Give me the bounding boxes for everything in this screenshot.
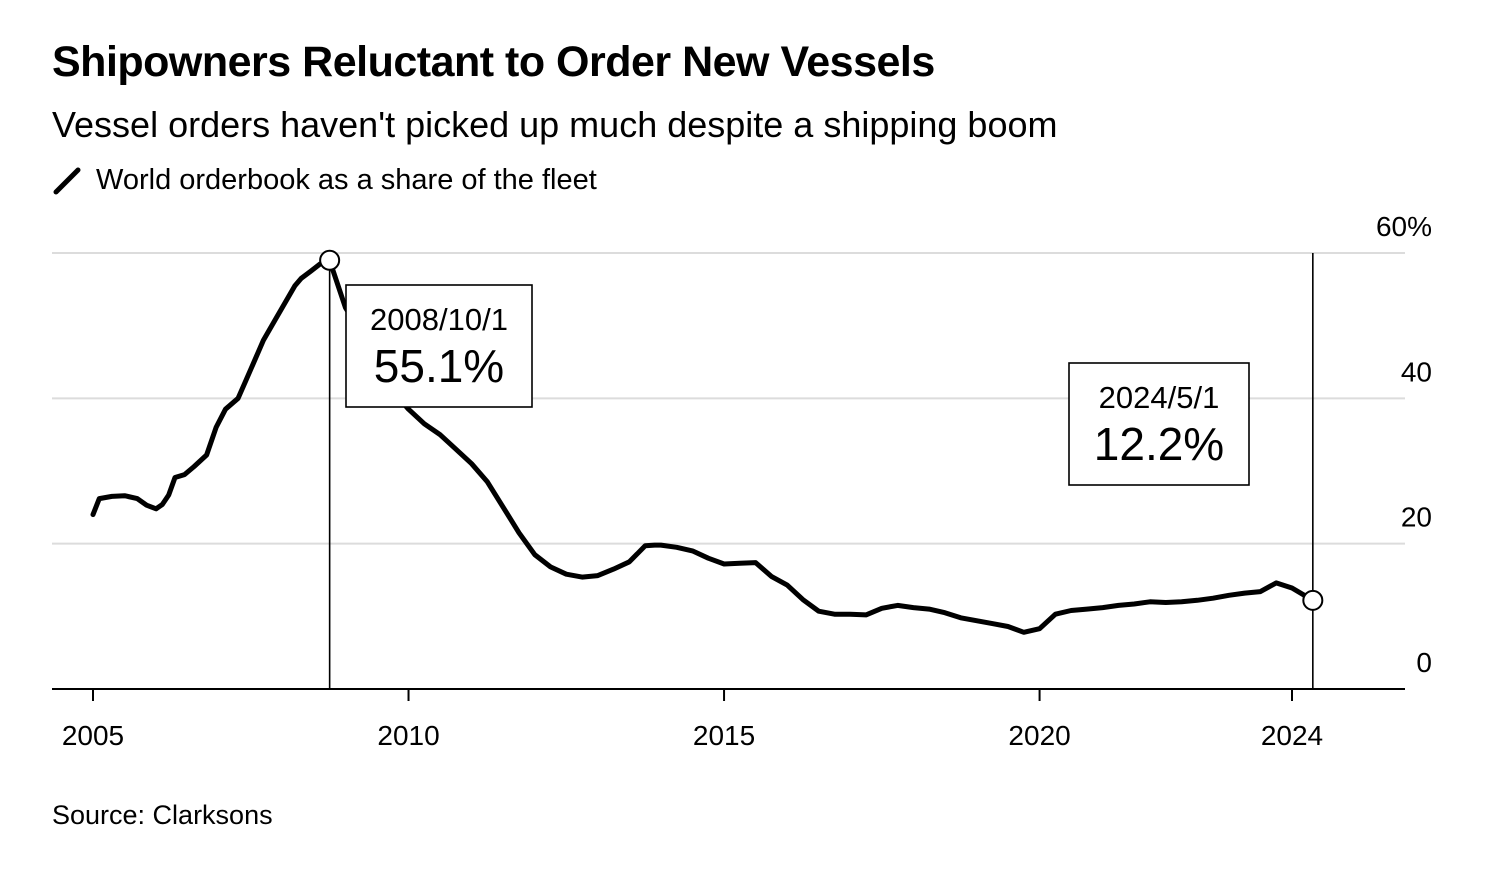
legend-label: World orderbook as a share of the fleet: [96, 164, 597, 196]
annotation-marker-0: [319, 249, 341, 271]
y-tick-label-0: 0: [1416, 647, 1432, 678]
x-tick-label-2024: 2024: [1261, 720, 1323, 751]
series-line-orderbook-share: [90, 257, 1316, 635]
annotation-value-0: 55.1%: [374, 340, 504, 392]
source-note: Source: Clarksons: [52, 800, 273, 830]
chart-subtitle: Vessel orders haven't picked up much des…: [52, 104, 1058, 145]
y-tick-label-20: 20: [1401, 502, 1432, 533]
x-tick-label-2005: 2005: [62, 720, 124, 751]
annotation-date-0: 2008/10/1: [370, 302, 508, 337]
annotation-box-1: [1068, 362, 1250, 486]
legend-line-icon: [53, 167, 81, 194]
annotation-box-0: [345, 284, 533, 408]
annotation-value-1: 12.2%: [1094, 418, 1224, 470]
x-tick-label-2010: 2010: [377, 720, 439, 751]
chart-title: Shipowners Reluctant to Order New Vessel…: [52, 38, 935, 86]
x-tick-label-2015: 2015: [693, 720, 755, 751]
annotation-marker-1: [1302, 589, 1324, 611]
legend: World orderbook as a share of the fleet: [52, 164, 597, 197]
y-tick-label-40: 40: [1401, 356, 1432, 387]
y-tick-label-60: 60%: [1376, 211, 1432, 242]
annotation-date-1: 2024/5/1: [1099, 380, 1220, 415]
x-tick-label-2020: 2020: [1008, 720, 1070, 751]
